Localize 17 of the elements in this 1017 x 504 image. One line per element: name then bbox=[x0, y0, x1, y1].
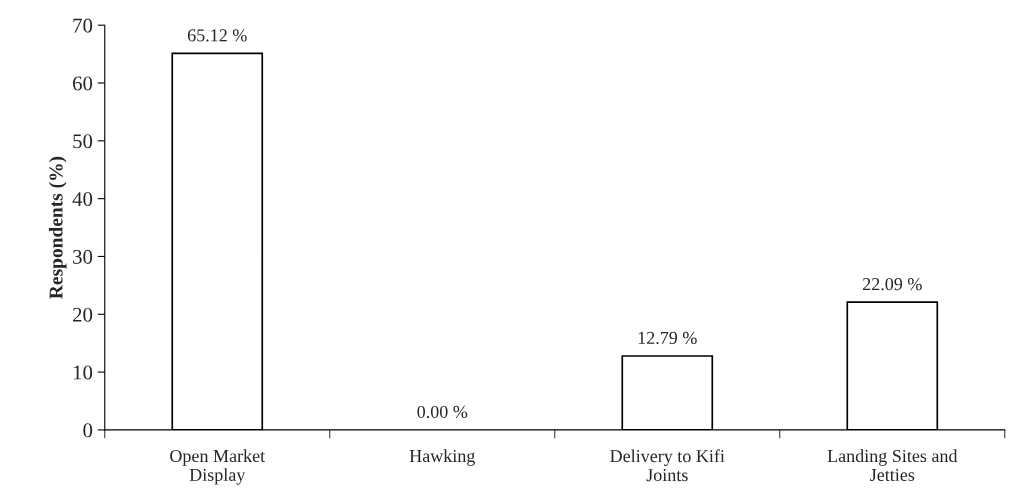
data-label: 0.00 % bbox=[417, 405, 468, 418]
y-tick-label: 60 bbox=[73, 76, 93, 91]
y-tick-label: 0 bbox=[83, 423, 93, 438]
x-tick-label: Hawking bbox=[409, 449, 476, 466]
y-tick-label: 20 bbox=[73, 307, 93, 322]
y-axis-title: Respondents (%) bbox=[48, 156, 67, 299]
data-label: 65.12 % bbox=[187, 29, 247, 42]
y-tick-label: 10 bbox=[73, 365, 93, 380]
x-tick-label: Open Market Display bbox=[170, 449, 266, 485]
y-tick-label: 70 bbox=[73, 18, 93, 33]
data-label: 22.09 % bbox=[862, 278, 922, 291]
data-label: 12.79 % bbox=[638, 331, 697, 345]
y-tick-label: 50 bbox=[73, 134, 93, 149]
x-tick-label: Delivery to Kifi Joints bbox=[610, 449, 725, 482]
y-tick-label: 30 bbox=[73, 249, 93, 264]
x-tick-label: Landing Sites and Jetties bbox=[827, 449, 958, 481]
y-tick-label: 40 bbox=[72, 192, 93, 207]
